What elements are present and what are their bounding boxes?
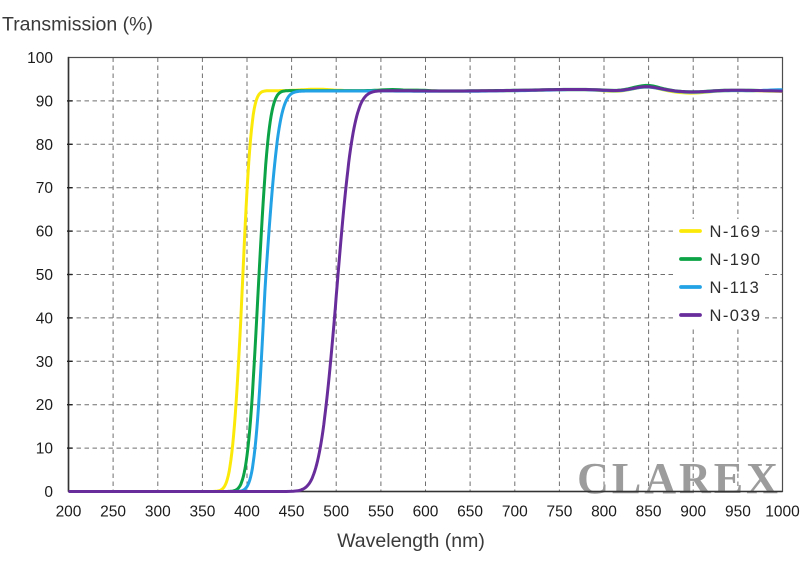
svg-text:N-039: N-039	[710, 307, 762, 325]
svg-text:90: 90	[36, 93, 54, 110]
svg-text:1000: 1000	[765, 504, 800, 521]
svg-text:600: 600	[413, 504, 439, 521]
svg-text:500: 500	[323, 504, 349, 521]
svg-text:650: 650	[457, 504, 483, 521]
svg-text:60: 60	[36, 224, 54, 241]
svg-text:N-190: N-190	[710, 251, 762, 269]
svg-text:800: 800	[591, 504, 617, 521]
svg-text:250: 250	[100, 504, 126, 521]
svg-text:N-169: N-169	[710, 223, 762, 241]
svg-text:30: 30	[36, 354, 54, 371]
svg-text:CLAREX: CLAREX	[577, 454, 781, 503]
svg-text:850: 850	[636, 504, 662, 521]
svg-text:N-113: N-113	[710, 279, 761, 297]
svg-text:950: 950	[725, 504, 751, 521]
svg-text:200: 200	[56, 504, 82, 521]
svg-text:50: 50	[36, 267, 54, 284]
svg-text:100: 100	[27, 50, 53, 67]
svg-text:10: 10	[36, 441, 54, 458]
svg-text:700: 700	[502, 504, 528, 521]
svg-text:900: 900	[680, 504, 706, 521]
svg-text:20: 20	[36, 397, 54, 414]
svg-text:750: 750	[546, 504, 572, 521]
svg-text:70: 70	[36, 180, 54, 197]
svg-text:350: 350	[189, 504, 215, 521]
svg-text:40: 40	[36, 310, 54, 327]
svg-text:Wavelength (nm): Wavelength (nm)	[337, 530, 485, 552]
svg-text:80: 80	[36, 137, 54, 154]
svg-text:400: 400	[234, 504, 260, 521]
svg-text:300: 300	[145, 504, 171, 521]
svg-text:0: 0	[44, 484, 53, 501]
svg-text:550: 550	[368, 504, 394, 521]
svg-text:450: 450	[279, 504, 305, 521]
svg-text:Transmission (%): Transmission (%)	[2, 14, 153, 36]
